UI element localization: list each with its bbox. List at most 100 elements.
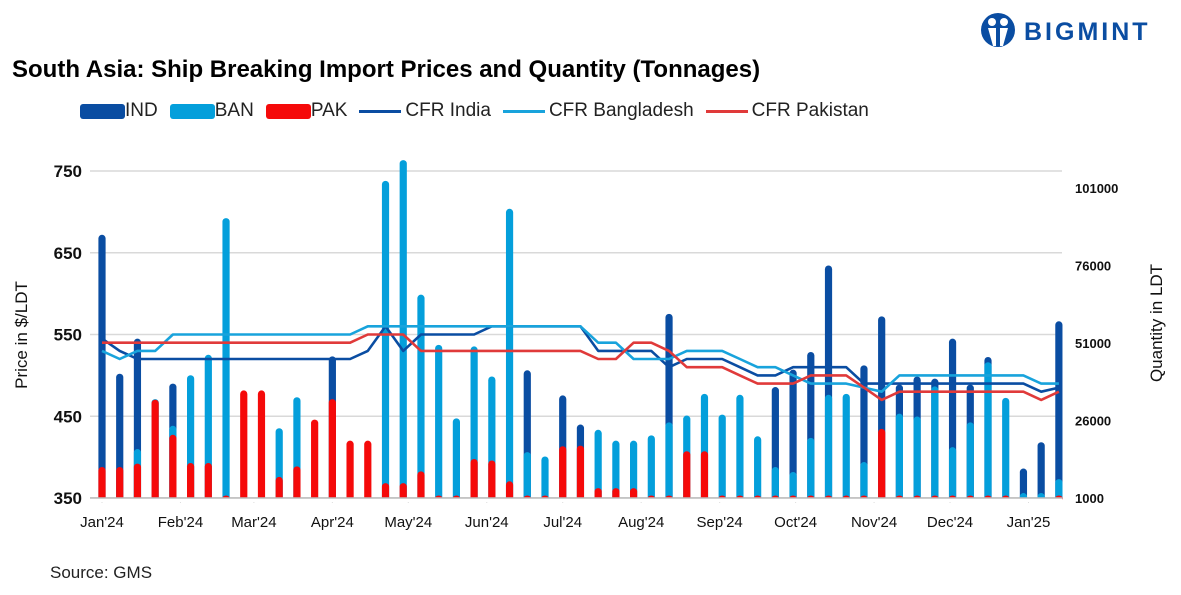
- x-tick-label: Sep'24: [697, 514, 743, 531]
- bar-ban: [931, 386, 939, 501]
- bar-pak: [417, 471, 425, 501]
- bar-ban: [807, 437, 815, 501]
- logo-text: BIGMINT: [1024, 17, 1151, 46]
- bar-ind: [98, 234, 106, 501]
- legend-cfr-bangladesh[interactable]: CFR Bangladesh: [502, 100, 694, 122]
- bigmint-logo: BIGMINT: [980, 12, 1151, 52]
- source-note: Source: GMS: [50, 563, 153, 582]
- bar-pak: [505, 481, 514, 501]
- x-tick-label: Feb'24: [158, 514, 203, 531]
- y-tick-left: 650: [54, 244, 82, 263]
- bar-pak: [576, 445, 585, 501]
- bar-ban: [966, 422, 974, 501]
- bar-pak: [98, 467, 106, 501]
- y-tick-right: 101000: [1075, 181, 1118, 196]
- bar-ban: [1055, 479, 1063, 501]
- bar-pak: [364, 440, 372, 501]
- x-tick-label: Mar'24: [231, 514, 276, 531]
- bar-ban: [594, 429, 602, 501]
- bar-ban: [984, 362, 992, 501]
- bar-pak: [683, 451, 691, 501]
- legend-swatch: [265, 103, 311, 119]
- bar-ban: [630, 440, 638, 501]
- bar-pak: [470, 458, 478, 501]
- bar-pak: [257, 390, 266, 501]
- y-tick-left: 550: [54, 326, 82, 345]
- legend-cfr-pakistan[interactable]: CFR Pakistan: [705, 100, 869, 122]
- bar-ban: [1002, 397, 1010, 501]
- bar-ban: [523, 452, 531, 501]
- y-tick-right: 1000: [1075, 491, 1104, 506]
- legend-label: CFR India: [405, 100, 491, 121]
- y-tick-right: 51000: [1075, 336, 1111, 351]
- bar-pak: [878, 428, 886, 501]
- legend-cfr-india[interactable]: CFR India: [359, 100, 491, 122]
- x-tick-label: May'24: [384, 514, 432, 531]
- bar-pak: [275, 476, 283, 501]
- bar-ban: [754, 436, 762, 501]
- legend-ban[interactable]: BAN: [169, 100, 254, 122]
- legend-swatch: [705, 109, 748, 113]
- x-tick-label: Jul'24: [543, 514, 582, 531]
- legend-ind[interactable]: IND: [80, 100, 158, 122]
- y-tick-right: 76000: [1075, 259, 1111, 274]
- bar-ban: [895, 413, 903, 501]
- bar-pak: [293, 466, 301, 501]
- x-tick-label: Jan'24: [80, 514, 124, 531]
- bar-pak: [187, 462, 195, 501]
- bar-pak: [559, 446, 567, 501]
- bar-pak: [133, 463, 142, 501]
- bar-ban: [541, 456, 549, 501]
- legend: IND BAN PAK CFR India CFR Bangladesh CFR…: [80, 100, 881, 122]
- bar-ban: [647, 435, 655, 501]
- x-tick-label: Aug'24: [618, 514, 664, 531]
- bar-pak: [700, 451, 709, 501]
- bar-ban: [399, 160, 407, 501]
- baseline-mask: [90, 498, 1062, 503]
- bar-pak: [399, 483, 407, 501]
- legend-label: IND: [125, 100, 158, 121]
- bar-ban: [435, 344, 443, 501]
- bar-ind: [1037, 442, 1045, 501]
- bar-ban: [860, 462, 868, 501]
- legend-swatch: [169, 103, 215, 119]
- y-tick-right: 26000: [1075, 414, 1111, 429]
- bar-pak: [328, 399, 336, 501]
- bar-ban: [913, 416, 921, 501]
- bar-pak: [240, 390, 248, 501]
- bar-ban: [842, 393, 850, 501]
- legend-label: PAK: [310, 100, 348, 121]
- x-tick-label: Oct'24: [774, 514, 817, 531]
- bar-pak: [204, 462, 212, 501]
- bar-pak: [311, 419, 319, 501]
- x-tick-label: Jun'24: [465, 514, 509, 531]
- bar-pak: [169, 434, 177, 501]
- bar-ind: [1055, 321, 1063, 501]
- y-tick-left: 450: [54, 407, 82, 426]
- line-cfr-bangladesh: [101, 324, 1059, 394]
- legend-swatch: [502, 109, 545, 113]
- bar-ban: [824, 394, 833, 501]
- y-tick-left: 350: [54, 489, 82, 508]
- x-tick-label: Apr'24: [311, 514, 354, 531]
- x-tick-label: Jan'25: [1007, 514, 1051, 531]
- bar-pak: [381, 483, 390, 501]
- legend-pak[interactable]: PAK: [265, 100, 348, 122]
- bar-ban: [612, 440, 620, 501]
- bar-ind: [1019, 468, 1028, 501]
- bar-ban: [736, 394, 744, 501]
- bar-pak: [488, 460, 496, 501]
- y-tick-left: 750: [54, 162, 82, 181]
- bar-ban: [505, 208, 514, 501]
- chart-title: South Asia: Ship Breaking Import Prices …: [12, 56, 761, 83]
- x-tick-label: Dec'24: [927, 514, 973, 531]
- bar-pak: [116, 467, 124, 501]
- logo-figures-icon: [981, 13, 1015, 47]
- bar-pak: [151, 399, 159, 501]
- bar-ban: [718, 414, 726, 501]
- y-axis-label-right: Quantity in LDT: [1147, 264, 1166, 382]
- bar-ban: [452, 418, 460, 501]
- bar-ban: [789, 471, 797, 501]
